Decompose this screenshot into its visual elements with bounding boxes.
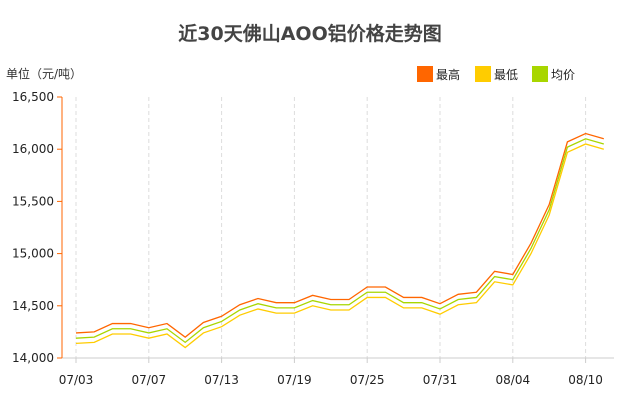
x-tick-label: 07/25 [350,373,385,387]
x-tick-label: 07/19 [277,373,312,387]
x-tick-label: 07/13 [204,373,239,387]
y-tick-label: 15,500 [12,194,54,208]
x-tick-label: 07/03 [59,373,94,387]
y-tick-label: 16,000 [12,142,54,156]
series-line-1 [75,143,604,349]
x-tick-label: 07/31 [423,373,458,387]
y-tick-label: 15,000 [12,247,54,261]
legend: 最高 最低 均价 [417,66,575,82]
x-tick-label: 08/10 [568,373,603,387]
legend-label: 最低 [494,68,518,82]
legend-swatch [475,66,491,82]
grid [75,97,587,358]
y-axis-label: 单位（元/吨） [6,66,82,81]
axes: 07/03 07/07 07/13 07/19 07/25 07/31 08/04 08/10… [12,90,614,387]
legend-swatch [532,66,548,82]
legend-label: 均价 [551,68,575,82]
chart-title: 近30天佛山AOO铝价格走势图 [178,22,441,45]
legend-label: 最高 [436,67,460,82]
x-tick-label: 08/04 [496,373,531,387]
series-lines [75,132,604,349]
y-tick-label: 14,500 [12,299,54,313]
x-tick-label: 07/07 [132,373,167,387]
series-line-2 [75,138,604,344]
y-tick-label: 16,500 [12,90,54,104]
y-tick-label: 14,000 [12,351,54,365]
legend-swatch [417,66,433,82]
series-line-0 [75,132,604,338]
